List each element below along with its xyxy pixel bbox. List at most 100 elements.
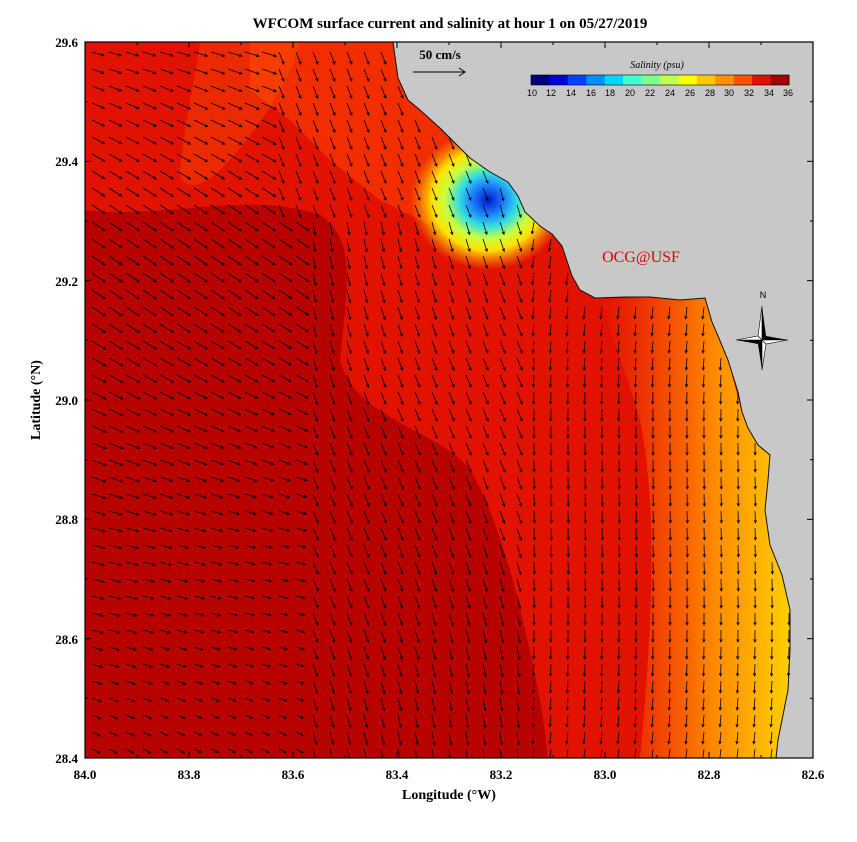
current-vector-arrow <box>363 255 369 270</box>
current-vector-arrow <box>617 595 621 609</box>
current-vector-arrow <box>380 136 387 150</box>
current-vector-arrow <box>702 459 706 473</box>
current-vector-arrow <box>549 527 553 541</box>
current-vector-arrow <box>465 731 470 746</box>
current-vector-arrow <box>565 697 569 711</box>
current-vector-arrow <box>261 204 277 215</box>
current-vector-arrow <box>566 527 570 541</box>
current-vector-arrow <box>516 357 523 371</box>
current-vector-arrow <box>616 340 620 354</box>
current-vector-arrow <box>482 612 488 627</box>
current-vector-arrow <box>532 561 536 575</box>
current-vector-arrow <box>312 391 318 406</box>
current-vector-arrow <box>227 51 243 57</box>
current-vector-arrow <box>380 663 386 678</box>
current-vector-arrow <box>565 272 569 286</box>
current-vector-arrow <box>261 119 277 128</box>
current-vector-arrow <box>244 289 259 300</box>
current-vector-arrow <box>244 340 259 350</box>
current-vector-arrow <box>380 646 386 661</box>
current-vector-arrow <box>91 85 106 92</box>
current-vector-arrow <box>499 391 506 405</box>
current-vector-arrow <box>617 527 621 541</box>
current-vector-arrow <box>634 578 638 592</box>
current-vector-arrow <box>346 425 353 439</box>
current-vector-arrow <box>516 408 523 422</box>
current-vector-arrow <box>159 170 174 180</box>
current-vector-arrow <box>465 425 472 439</box>
current-vector-arrow <box>312 68 319 82</box>
current-vector-arrow <box>125 340 141 350</box>
current-vector-arrow <box>701 731 705 745</box>
current-vector-arrow <box>736 629 740 643</box>
current-vector-arrow <box>548 731 552 745</box>
current-vector-arrow <box>108 697 119 703</box>
current-vector-arrow <box>295 442 309 449</box>
current-vector-arrow <box>548 697 552 711</box>
current-vector-arrow <box>431 595 437 610</box>
current-vector-arrow <box>363 680 369 695</box>
current-vector-arrow <box>549 442 553 456</box>
current-vector-arrow <box>600 442 604 456</box>
current-vector-arrow <box>566 425 570 439</box>
current-vector-arrow <box>583 613 587 626</box>
current-vector-arrow <box>295 731 305 736</box>
current-vector-arrow <box>684 374 689 388</box>
current-vector-arrow <box>600 578 604 592</box>
current-vector-arrow <box>718 731 722 745</box>
current-vector-arrow <box>516 561 522 576</box>
current-vector-arrow <box>414 663 420 678</box>
current-vector-arrow <box>414 204 421 218</box>
colorbar: Salinity (psu) 10 12 14 16 18 20 22 24 2… <box>527 60 793 98</box>
current-vector-arrow <box>125 102 140 110</box>
current-vector-arrow <box>397 204 404 218</box>
current-vector-arrow <box>142 238 157 249</box>
current-vector-arrow <box>719 391 723 405</box>
current-vector-arrow <box>566 493 570 507</box>
current-vector-arrow <box>448 153 455 167</box>
current-vector-arrow <box>633 663 638 677</box>
colorbar-cell <box>531 75 550 85</box>
current-vector-arrow <box>295 476 308 482</box>
current-vector-arrow <box>650 374 655 388</box>
current-vector-arrow <box>193 493 207 499</box>
southern-coastal-fresher-water <box>600 297 790 758</box>
current-vector-arrow <box>414 340 421 355</box>
current-vector-arrow <box>617 561 621 575</box>
current-vector-arrow <box>600 646 604 660</box>
current-vector-arrow <box>532 391 536 405</box>
current-vector-arrow <box>465 221 471 236</box>
current-vector-arrow <box>176 136 192 145</box>
current-vector-arrow <box>278 170 285 184</box>
current-vector-arrow <box>278 476 291 482</box>
current-vector-arrow <box>193 476 208 482</box>
current-vector-arrow <box>108 663 120 668</box>
current-vector-arrow <box>244 323 259 333</box>
current-vector-arrow <box>499 221 505 236</box>
current-vector-arrow <box>465 544 472 559</box>
current-vector-arrow <box>448 357 455 371</box>
current-vector-arrow <box>108 578 122 583</box>
map-panel <box>85 42 813 758</box>
current-vector-arrow <box>91 102 106 109</box>
current-vector-arrow <box>701 680 706 694</box>
current-vector-arrow <box>346 646 352 661</box>
colorbar-cell <box>586 75 606 85</box>
current-vector-arrow <box>346 153 353 167</box>
current-vector-arrow <box>346 357 352 372</box>
current-vector-arrow <box>465 289 472 304</box>
current-vector-arrow <box>531 663 536 677</box>
current-vector-arrow <box>549 595 553 609</box>
current-vector-arrow <box>465 459 472 473</box>
current-vector-arrow <box>380 425 387 439</box>
current-vector-arrow <box>125 612 138 617</box>
current-vector-arrow <box>210 527 224 532</box>
current-vector-arrow <box>312 187 319 201</box>
current-vector-arrow <box>431 204 438 218</box>
current-vector-arrow <box>448 544 455 559</box>
current-vector-arrow <box>397 663 403 678</box>
current-vector-arrow <box>159 595 172 600</box>
current-vector-arrow <box>431 476 438 490</box>
current-vector-arrow <box>363 85 370 99</box>
current-vector-arrow <box>414 459 421 473</box>
